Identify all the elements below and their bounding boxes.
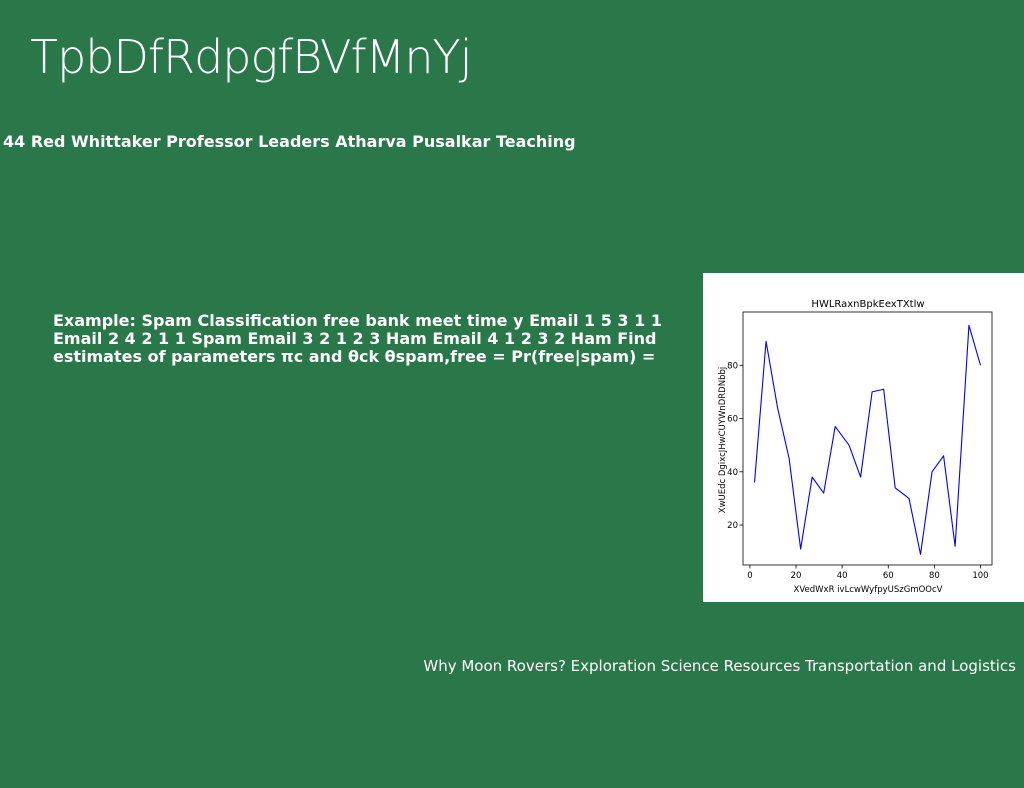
x-tick-label: 40 [837, 571, 848, 581]
slide-subtitle: 44 Red Whittaker Professor Leaders Athar… [3, 132, 576, 151]
x-axis-label: XVedWxR ivLcwWyfpyUSzGmOOcV [794, 585, 943, 595]
y-axis-label: XwUEdc DgixcJHwCUYWnDRDNbbj [718, 367, 728, 514]
y-axis-ticks: 20 40 60 80 [727, 361, 743, 531]
line-chart-svg: HWLRaxnBpkEexTXtlw XVedWxR ivLcwWyfpyUSz… [718, 299, 993, 595]
x-axis-ticks: 0 20 40 60 80 100 [747, 565, 989, 581]
x-tick-label: 0 [747, 571, 752, 581]
x-tick-label: 60 [883, 571, 894, 581]
y-tick-label: 80 [727, 361, 738, 371]
slide-title: TpbDfRdpgfBVfMnYj [30, 30, 472, 84]
y-tick-label: 40 [727, 468, 738, 478]
slide-footer-text: Why Moon Rovers? Exploration Science Res… [423, 657, 1016, 675]
chart-title: HWLRaxnBpkEexTXtlw [811, 299, 924, 310]
plot-area-frame [742, 311, 993, 566]
x-tick-label: 80 [929, 571, 940, 581]
x-tick-label: 20 [791, 571, 802, 581]
x-tick-label: 100 [972, 571, 988, 581]
y-tick-label: 20 [727, 521, 738, 531]
slide-body-text: Example: Spam Classification free bank m… [53, 311, 662, 366]
series-layer [753, 324, 981, 555]
y-tick-label: 60 [727, 415, 738, 425]
series-line [753, 324, 981, 555]
line-chart: HWLRaxnBpkEexTXtlw XVedWxR ivLcwWyfpyUSz… [703, 273, 1024, 602]
